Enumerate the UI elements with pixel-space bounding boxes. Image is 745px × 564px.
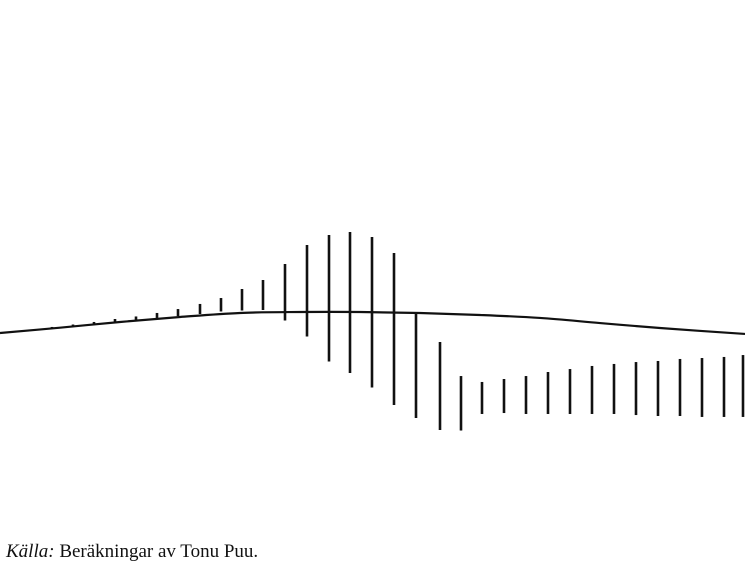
source-caption: Källa: Beräkningar av Tonu Puu. xyxy=(6,541,258,563)
source-label: Källa: xyxy=(6,541,55,562)
smooth-curve-line xyxy=(0,310,745,336)
source-text: Beräkningar av Tonu Puu. xyxy=(59,541,259,562)
